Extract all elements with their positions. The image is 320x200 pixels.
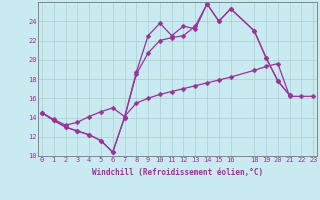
- X-axis label: Windchill (Refroidissement éolien,°C): Windchill (Refroidissement éolien,°C): [92, 168, 263, 177]
